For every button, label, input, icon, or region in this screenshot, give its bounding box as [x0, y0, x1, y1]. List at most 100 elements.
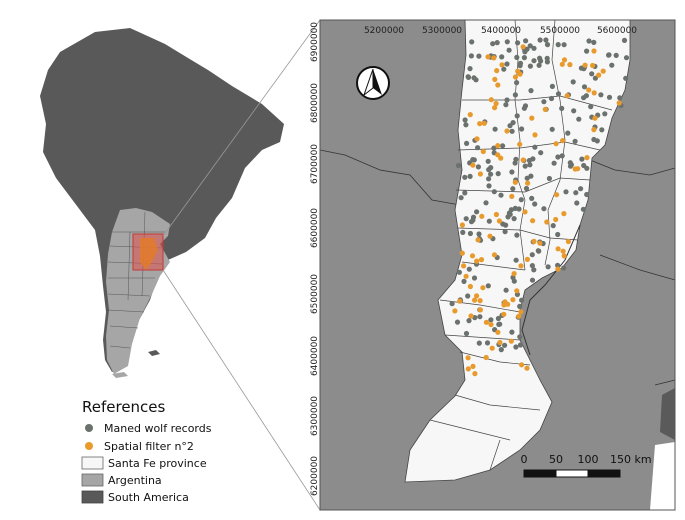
scale-label-50: 50 — [549, 453, 563, 466]
filter-point — [488, 97, 494, 103]
legend-label-south-america: South America — [108, 491, 189, 504]
inset-map: 5200000 5300000 5400000 5500000 5600000 6900… — [310, 19, 676, 511]
filter-point — [592, 115, 598, 121]
record-point — [511, 216, 517, 222]
filter-point — [459, 222, 465, 228]
scale-bar-seg-2 — [555, 469, 589, 478]
record-point — [517, 342, 524, 348]
record-point — [527, 43, 533, 49]
record-point — [571, 108, 577, 114]
record-point — [463, 216, 469, 222]
record-point — [510, 274, 516, 281]
record-point — [578, 65, 585, 71]
tierra-del-fuego — [112, 372, 128, 378]
record-point — [578, 186, 584, 192]
record-point — [541, 99, 547, 105]
filter-point — [529, 115, 535, 121]
record-point — [455, 162, 462, 169]
filter-point — [591, 90, 597, 96]
filter-point — [511, 271, 517, 277]
record-point — [483, 200, 489, 206]
record-point — [517, 334, 523, 340]
record-point — [469, 39, 475, 45]
record-point — [606, 94, 613, 100]
record-point — [465, 74, 472, 80]
filter-point — [518, 309, 524, 315]
filter-point — [582, 62, 588, 68]
scale-bar-seg-1 — [523, 469, 557, 478]
filter-point — [485, 54, 491, 60]
record-point — [503, 222, 509, 228]
south-america-landmass — [40, 28, 284, 372]
filter-point — [480, 285, 486, 291]
spatial-filter-points — [452, 44, 622, 377]
record-point — [544, 55, 550, 62]
record-point — [543, 37, 549, 43]
filter-point — [616, 100, 622, 106]
filter-point — [475, 237, 481, 243]
filter-point — [554, 192, 560, 198]
scale-bar-seg-3 — [587, 469, 621, 478]
scale-bar: 0 50 100 150 km — [521, 453, 652, 478]
filter-point — [564, 93, 570, 99]
record-point — [606, 52, 612, 58]
filter-point — [530, 218, 536, 224]
record-point — [565, 130, 571, 136]
record-point — [563, 189, 569, 195]
filter-point — [483, 354, 489, 361]
filter-point — [479, 213, 485, 219]
filter-point — [467, 283, 473, 290]
record-point — [513, 344, 519, 350]
filter-point — [463, 273, 469, 279]
legend-label-argentina: Argentina — [108, 474, 162, 487]
record-point — [507, 123, 513, 129]
record-point — [591, 136, 597, 143]
record-point — [521, 105, 528, 111]
filter-point — [494, 68, 500, 74]
record-point — [561, 265, 567, 271]
filter-point — [517, 141, 523, 147]
filter-point — [461, 263, 467, 269]
record-point — [475, 164, 481, 170]
filter-point — [470, 363, 476, 369]
record-point — [589, 71, 595, 77]
neighbor-boundaries — [320, 149, 675, 386]
record-point — [491, 189, 497, 195]
record-point — [502, 229, 508, 235]
record-point — [567, 163, 574, 169]
record-point — [546, 175, 553, 182]
record-point — [529, 252, 535, 258]
record-point — [581, 84, 588, 90]
filter-point — [495, 82, 501, 88]
record-point — [491, 145, 497, 151]
filter-point — [586, 87, 592, 93]
filter-point — [474, 136, 480, 142]
record-point — [584, 48, 590, 54]
record-point — [586, 38, 592, 44]
legend: References Maned wolf records Spatial fi… — [81, 398, 212, 504]
record-point — [531, 58, 537, 64]
record-point — [516, 206, 522, 212]
filter-point — [600, 68, 606, 74]
record-point — [581, 95, 587, 101]
record-point — [541, 206, 547, 212]
filter-point — [596, 72, 602, 78]
record-point — [484, 340, 491, 346]
record-point — [518, 197, 524, 203]
record-point — [598, 92, 604, 98]
filter-point — [542, 106, 548, 112]
record-point — [504, 39, 510, 45]
record-point — [531, 267, 537, 273]
x-tick-label: 5200000 — [364, 26, 404, 36]
north-arrow-icon — [356, 66, 390, 100]
filter-point — [469, 253, 476, 259]
record-point — [466, 266, 472, 272]
record-point — [532, 201, 538, 207]
record-point — [486, 183, 492, 189]
record-point — [460, 229, 466, 235]
santa-fe-province-map — [404, 20, 631, 483]
y-tick-label: 6400000 — [310, 336, 320, 376]
filter-point — [457, 298, 463, 304]
filter-point — [553, 141, 559, 147]
y-tick-label: 6300000 — [310, 396, 320, 436]
